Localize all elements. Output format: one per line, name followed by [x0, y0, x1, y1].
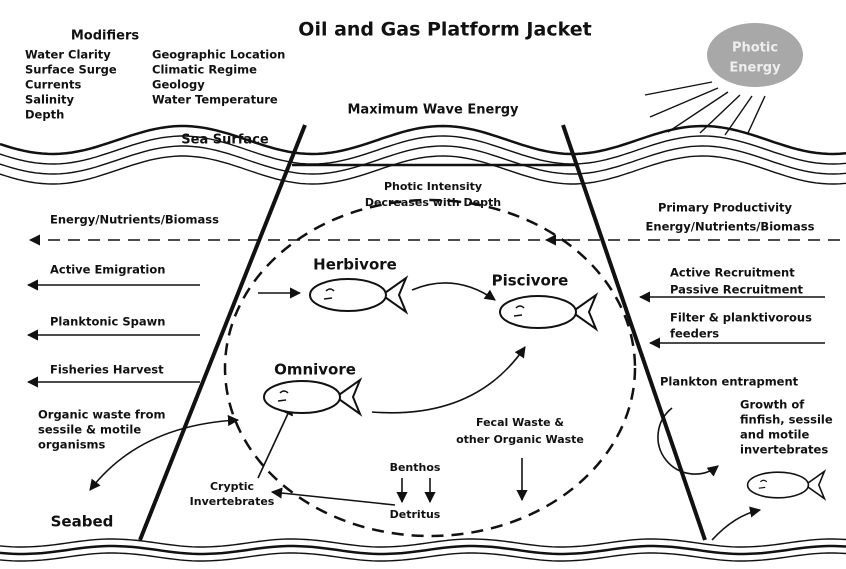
sea-surface: Sea Surface: [181, 133, 269, 148]
flow-label: finfish, sessile: [740, 413, 833, 427]
fecal-waste: Fecal Waste &: [476, 416, 564, 429]
flow-label: Energy/Nutrients/Biomass: [50, 213, 219, 227]
modifier: Geology: [152, 78, 205, 92]
modifier: Surface Surge: [25, 63, 117, 77]
modifier: Water Clarity: [25, 48, 111, 62]
modifier: Depth: [25, 108, 64, 122]
flow-label: Primary Productivity: [658, 201, 793, 215]
modifier: Currents: [25, 78, 81, 92]
flow-label: invertebrates: [740, 443, 828, 457]
cryptic-invertebrates: Cryptic: [210, 480, 254, 493]
photic-intensity: Decreases with Depth: [365, 196, 501, 209]
flow-label: organisms: [38, 438, 106, 452]
seabed: Seabed: [51, 513, 114, 531]
modifier: Climatic Regime: [152, 63, 257, 77]
title: Oil and Gas Platform Jacket: [298, 19, 591, 41]
flow-label: feeders: [670, 327, 719, 341]
flow-label: Energy/Nutrients/Biomass: [646, 220, 815, 234]
flow-label: Filter & planktivorous: [670, 311, 812, 325]
flow-label: Fisheries Harvest: [50, 363, 164, 377]
flow-label: Planktonic Spawn: [50, 315, 165, 329]
omnivore: Omnivore: [274, 361, 356, 379]
flow-label: Passive Recruitment: [670, 283, 804, 297]
modifiers-heading: Modifiers: [71, 29, 139, 44]
diagram: Oil and Gas Platform Jacket Modifiers Wa…: [0, 0, 846, 569]
flow-label: Plankton entrapment: [660, 375, 799, 389]
flow-label: and motile: [740, 428, 809, 442]
flow-label: Active Recruitment: [670, 266, 795, 280]
flow-label: Organic waste from: [38, 408, 165, 422]
flow-label: sessile & motile: [38, 423, 141, 437]
photic-energy: Photic: [732, 41, 778, 56]
cryptic-invertebrates: Invertebrates: [190, 495, 275, 508]
modifier: Geographic Location: [152, 48, 285, 62]
piscivore: Piscivore: [492, 272, 569, 290]
photic-intensity: Photic Intensity: [384, 180, 482, 193]
photic-energy: Energy: [729, 61, 781, 76]
flow-label: Growth of: [740, 398, 805, 412]
herbivore: Herbivore: [313, 256, 397, 274]
modifier: Water Temperature: [152, 93, 278, 107]
max-wave-energy: Maximum Wave Energy: [347, 103, 519, 118]
benthos: Benthos: [390, 461, 441, 474]
flow-label: Active Emigration: [50, 263, 165, 277]
modifier: Salinity: [25, 93, 75, 107]
detritus: Detritus: [390, 508, 441, 521]
fecal-waste: other Organic Waste: [456, 433, 584, 446]
